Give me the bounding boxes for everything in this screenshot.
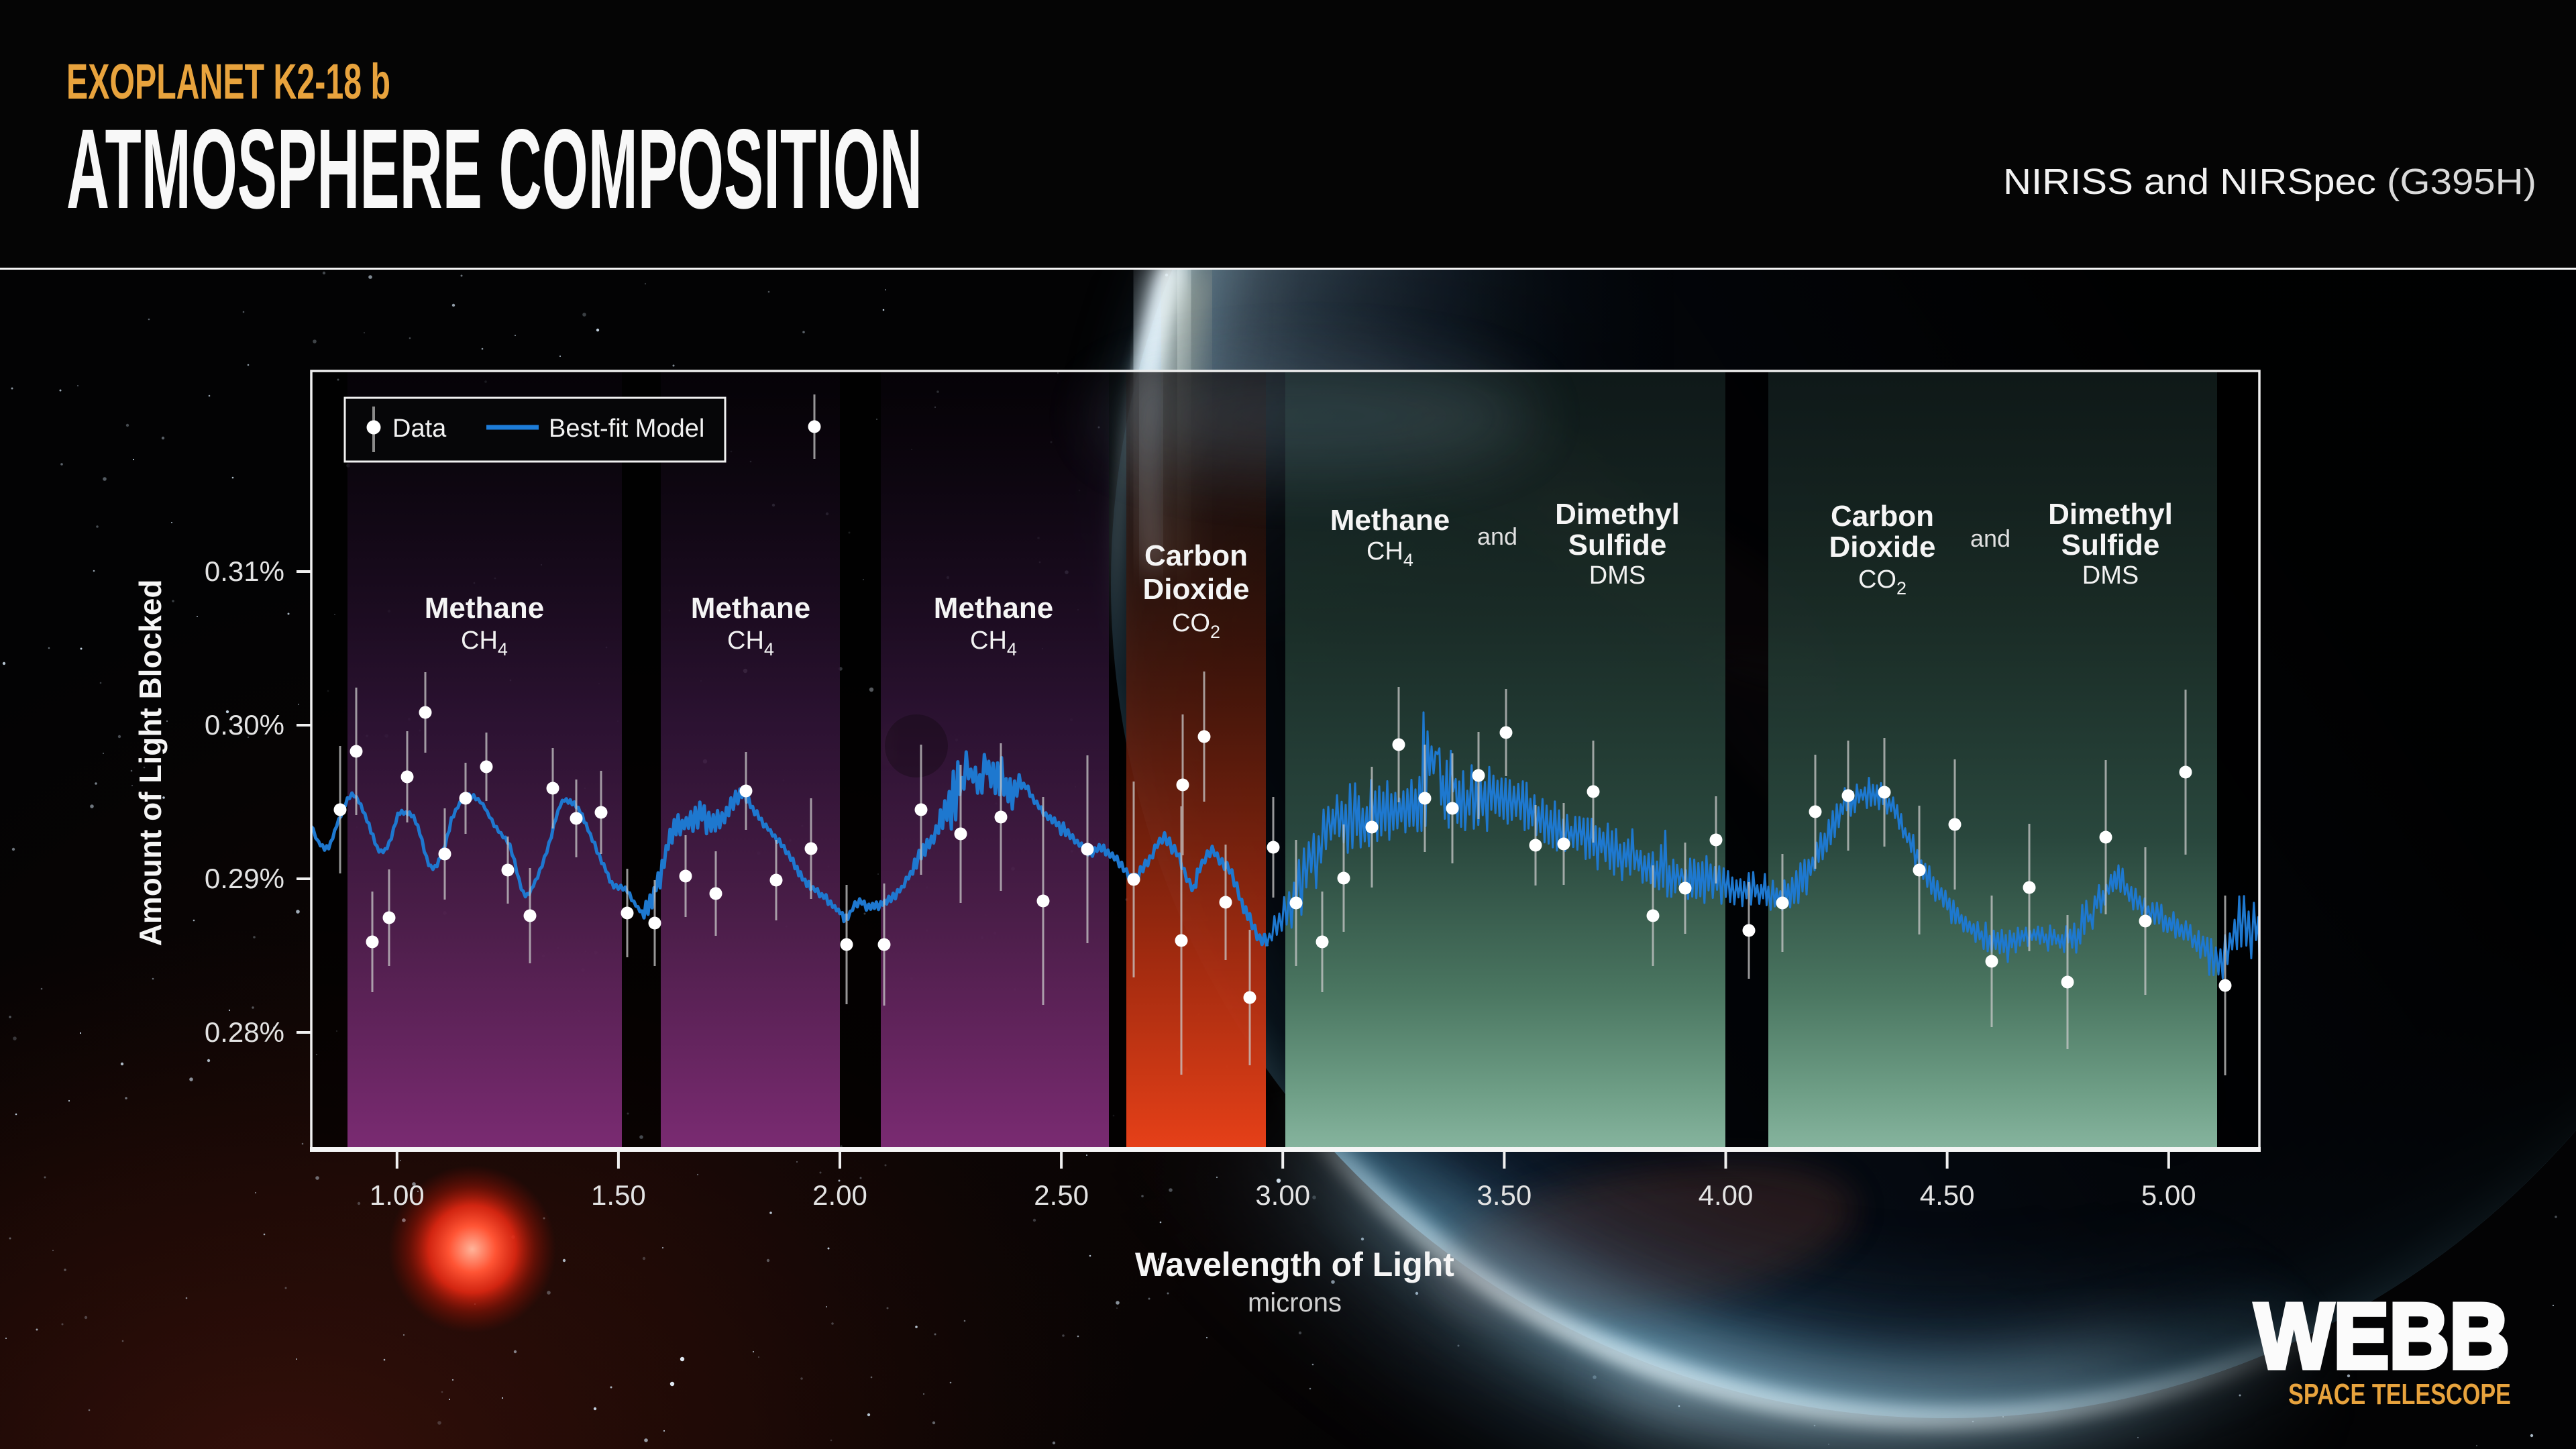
svg-text:Carbon: Carbon — [1144, 539, 1248, 572]
svg-text:Amount of Light Blocked: Amount of Light Blocked — [133, 580, 168, 947]
svg-text:NIRISS and NIRSpec (G395H): NIRISS and NIRSpec (G395H) — [2003, 162, 2536, 202]
svg-text:Methane: Methane — [691, 592, 810, 625]
svg-text:Methane: Methane — [934, 592, 1053, 625]
svg-text:Sulfide: Sulfide — [1568, 529, 1667, 561]
svg-text:4.00: 4.00 — [1699, 1179, 1754, 1211]
svg-text:3.50: 3.50 — [1477, 1179, 1532, 1211]
svg-text:Data: Data — [392, 415, 447, 443]
svg-text:microns: microns — [1248, 1288, 1342, 1318]
svg-text:Dioxide: Dioxide — [1829, 531, 1936, 564]
svg-text:Wavelength of Light: Wavelength of Light — [1135, 1246, 1454, 1283]
svg-text:3.00: 3.00 — [1255, 1179, 1310, 1211]
svg-text:Dioxide: Dioxide — [1143, 573, 1250, 606]
svg-text:and: and — [1970, 525, 2010, 552]
svg-text:Dimethyl: Dimethyl — [1555, 498, 1680, 531]
svg-text:0.30%: 0.30% — [205, 709, 284, 741]
svg-text:4.50: 4.50 — [1920, 1179, 1975, 1211]
svg-text:2.00: 2.00 — [812, 1179, 867, 1211]
svg-text:SPACE TELESCOPE: SPACE TELESCOPE — [2288, 1378, 2511, 1411]
svg-text:Best-fit Model: Best-fit Model — [549, 415, 704, 443]
svg-text:Carbon: Carbon — [1831, 500, 1934, 533]
svg-text:Sulfide: Sulfide — [2061, 529, 2160, 561]
svg-text:1.00: 1.00 — [370, 1179, 425, 1211]
svg-text:5.00: 5.00 — [2141, 1179, 2196, 1211]
svg-text:and: and — [1477, 523, 1517, 550]
svg-text:Methane: Methane — [425, 592, 544, 625]
svg-text:0.29%: 0.29% — [205, 863, 284, 894]
svg-text:Methane: Methane — [1330, 504, 1450, 537]
svg-text:Dimethyl: Dimethyl — [2048, 498, 2173, 531]
svg-text:0.28%: 0.28% — [205, 1016, 284, 1048]
svg-text:DMS: DMS — [1589, 561, 1646, 590]
svg-text:WEBB: WEBB — [2255, 1285, 2510, 1388]
svg-text:1.50: 1.50 — [591, 1179, 646, 1211]
svg-text:2.50: 2.50 — [1034, 1179, 1089, 1211]
svg-text:ATMOSPHERE COMPOSITION: ATMOSPHERE COMPOSITION — [66, 105, 922, 232]
svg-text:DMS: DMS — [2082, 561, 2139, 590]
svg-text:0.31%: 0.31% — [205, 555, 284, 587]
svg-text:EXOPLANET K2-18 b: EXOPLANET K2-18 b — [66, 54, 390, 109]
